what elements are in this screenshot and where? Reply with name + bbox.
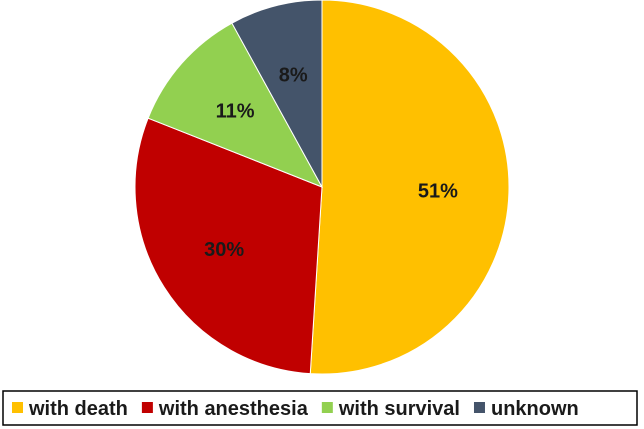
legend-swatch-with-death (12, 402, 23, 413)
legend-swatch-unknown (473, 402, 485, 413)
legend: with death with anesthesia with survival un… (2, 390, 638, 426)
legend-swatch-with-survival (321, 402, 333, 413)
pie-slice-unknown (231, 0, 323, 188)
slice-label-with-anesthesia: 30% (204, 239, 244, 261)
slice-label-unknown: 8% (279, 65, 308, 87)
legend-swatch-with-anesthesia (141, 402, 153, 413)
legend-label-unknown: unknown (491, 398, 579, 420)
legend-border (2, 390, 638, 426)
pie-slice-labels: 51% 30% 11% 8% (204, 65, 458, 261)
slice-label-with-survival: 11% (216, 100, 255, 122)
legend-label-with-death: with death (28, 398, 128, 420)
legend-label-with-anesthesia: with anesthesia (158, 398, 309, 420)
legend-label-with-survival: with survival (338, 398, 460, 420)
slice-label-with-death: 51% (418, 181, 458, 203)
pie-slice-with-death (309, 0, 510, 375)
pie-slice-with-survival (147, 22, 324, 188)
pie-slice-with-anesthesia (134, 117, 323, 375)
pie-slices (134, 0, 510, 375)
